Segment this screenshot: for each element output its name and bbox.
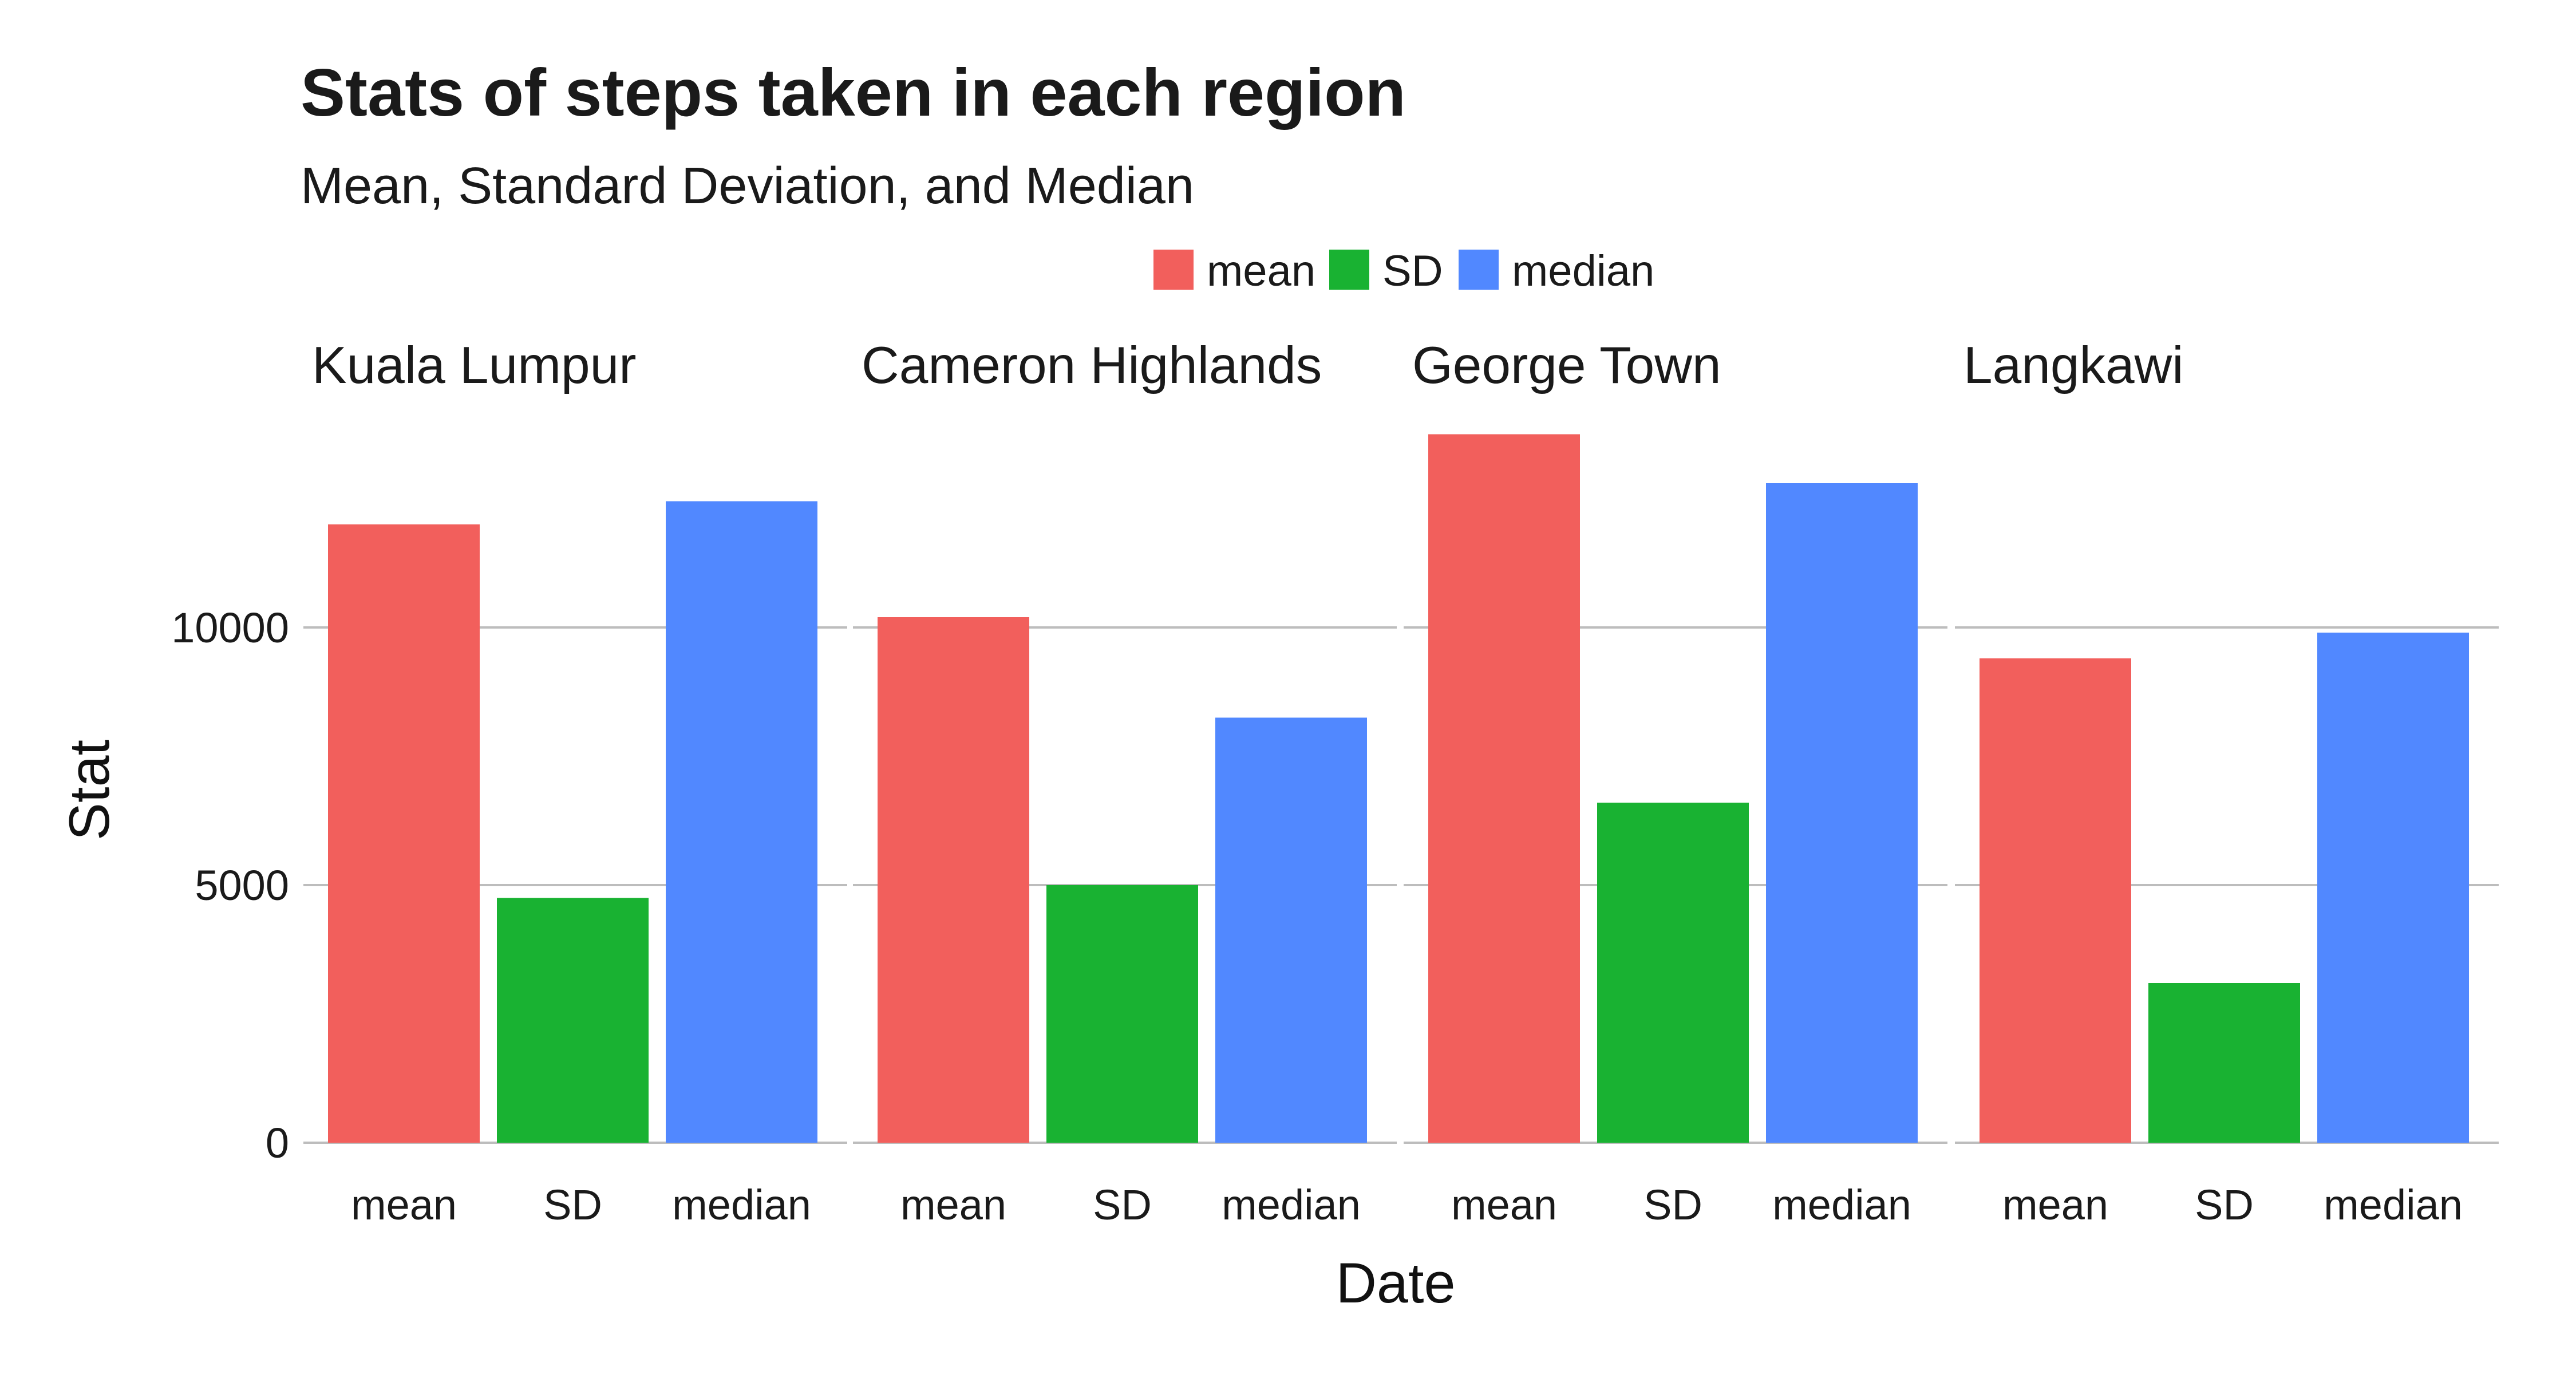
bar-george-town-mean — [1428, 434, 1580, 1143]
panel-title-langkawi: Langkawi — [1963, 337, 2183, 394]
legend: mean SD median — [1153, 247, 1654, 295]
legend-label-median: median — [1512, 247, 1654, 295]
y-axis: 0 5000 10000 — [171, 604, 289, 1167]
chart-subtitle: Mean, Standard Deviation, and Median — [301, 157, 1194, 215]
bar-george-town-sd — [1597, 803, 1749, 1143]
x-tick-label: median — [1222, 1181, 1361, 1229]
y-tick-label: 0 — [266, 1119, 289, 1167]
legend-key-mean — [1153, 250, 1194, 290]
bar-cameron-highlands-median — [1215, 717, 1367, 1143]
legend-label-mean: mean — [1207, 247, 1315, 295]
bar-kuala-lumpur-sd — [497, 898, 649, 1143]
legend-key-median — [1459, 250, 1499, 290]
y-tick-label: 10000 — [171, 604, 289, 652]
bar-cameron-highlands-sd — [1046, 885, 1198, 1143]
x-axis-title: Date — [1336, 1251, 1455, 1314]
y-axis-title: Stat — [57, 740, 121, 840]
y-tick-label: 5000 — [195, 862, 289, 909]
x-tick-label: SD — [2195, 1181, 2254, 1229]
bar-langkawi-mean — [1980, 658, 2131, 1143]
x-tick-label: mean — [351, 1181, 457, 1229]
chart-title: Stats of steps taken in each region — [301, 55, 1406, 130]
bar-langkawi-sd — [2148, 983, 2300, 1143]
legend-key-sd — [1329, 250, 1369, 290]
bar-kuala-lumpur-median — [666, 501, 817, 1143]
x-tick-label: SD — [543, 1181, 602, 1229]
legend-label-sd: SD — [1382, 247, 1443, 295]
panel-george-town: George Town mean SD median — [1404, 337, 1947, 1229]
x-tick-label: median — [672, 1181, 811, 1229]
panel-cameron-highlands: Cameron Highlands mean SD median — [853, 337, 1397, 1229]
bar-langkawi-median — [2317, 633, 2469, 1143]
x-tick-label: median — [2324, 1181, 2463, 1229]
bar-cameron-highlands-mean — [878, 617, 1029, 1143]
panel-title-cameron-highlands: Cameron Highlands — [862, 337, 1322, 394]
panel-kuala-lumpur: Kuala Lumpur mean SD median — [303, 337, 847, 1229]
panel-langkawi: Langkawi mean SD median — [1955, 337, 2499, 1229]
panel-title-george-town: George Town — [1412, 337, 1721, 394]
bar-george-town-median — [1766, 483, 1918, 1143]
x-tick-label: mean — [2002, 1181, 2108, 1229]
x-tick-label: SD — [1093, 1181, 1152, 1229]
x-tick-label: mean — [900, 1181, 1006, 1229]
x-tick-label: mean — [1451, 1181, 1557, 1229]
x-tick-label: median — [1772, 1181, 1911, 1229]
x-tick-label: SD — [1643, 1181, 1702, 1229]
panel-title-kuala-lumpur: Kuala Lumpur — [312, 337, 637, 394]
bar-kuala-lumpur-mean — [328, 524, 480, 1143]
